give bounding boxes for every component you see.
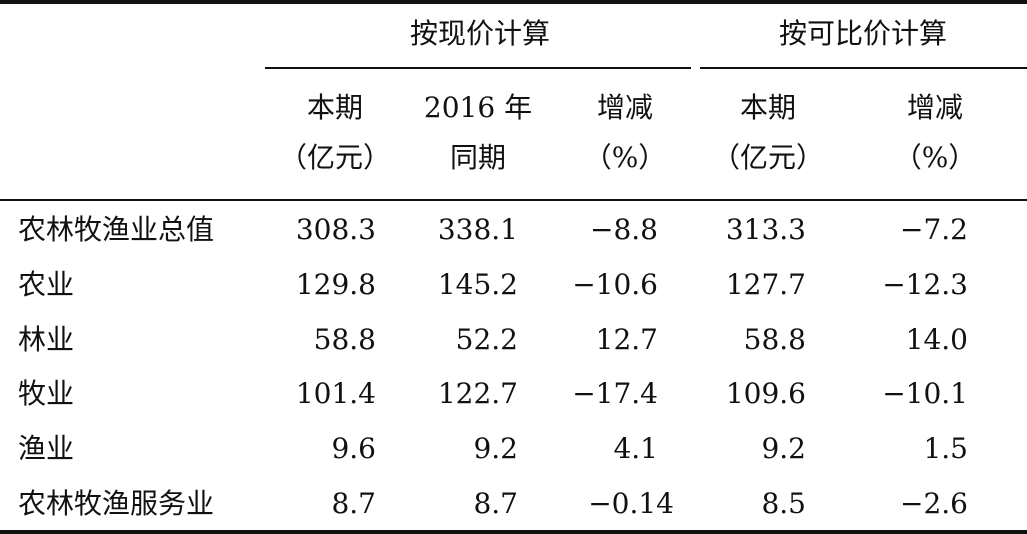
row-label: 农林牧渔服务业 bbox=[18, 487, 215, 520]
cell: 9.2 bbox=[761, 432, 806, 466]
bottom-rule bbox=[0, 530, 1027, 534]
row-label: 牧业 bbox=[18, 377, 75, 411]
cell: 145.2 bbox=[437, 267, 518, 301]
cell: 101.4 bbox=[295, 377, 376, 411]
column-header: （亿元） bbox=[711, 141, 825, 174]
column-header: 增减 bbox=[596, 91, 654, 124]
column-header: 2016 年 bbox=[423, 91, 533, 124]
row-label: 农林牧渔业总值 bbox=[18, 213, 215, 246]
group-header: 按现价计算 bbox=[409, 17, 551, 50]
cell: 313.3 bbox=[725, 213, 806, 246]
column-header: 增减 bbox=[906, 91, 964, 124]
cell: 129.8 bbox=[295, 267, 376, 301]
cell: 127.7 bbox=[725, 267, 806, 301]
cell: −8.8 bbox=[590, 213, 658, 246]
cell: −17.4 bbox=[572, 377, 658, 411]
cell: −12.3 bbox=[882, 267, 968, 301]
column-header: 同期 bbox=[449, 141, 507, 174]
cell: 52.2 bbox=[455, 322, 518, 356]
top-rule bbox=[0, 0, 1027, 4]
cell: 8.5 bbox=[761, 487, 806, 520]
group-rule bbox=[265, 67, 691, 69]
row-label: 渔业 bbox=[18, 432, 75, 466]
cell: 1.5 bbox=[923, 432, 968, 466]
cell: 109.6 bbox=[725, 377, 806, 411]
column-header: 本期 bbox=[739, 91, 797, 124]
column-header: 本期 bbox=[306, 91, 364, 124]
row-label: 农业 bbox=[18, 267, 75, 301]
group-header: 按可比价计算 bbox=[778, 17, 948, 50]
row-label: 林业 bbox=[18, 322, 75, 356]
cell: 338.1 bbox=[437, 213, 518, 246]
cell: −2.6 bbox=[900, 487, 968, 520]
cell: −7.2 bbox=[900, 213, 968, 246]
group-rule bbox=[700, 67, 1027, 69]
cell: 9.6 bbox=[331, 432, 376, 466]
cell: 122.7 bbox=[437, 377, 518, 411]
cell: −10.6 bbox=[572, 267, 658, 301]
cell: 9.2 bbox=[473, 432, 518, 466]
column-header: （%） bbox=[583, 141, 667, 174]
cell: 308.3 bbox=[295, 213, 376, 246]
cell: −10.1 bbox=[882, 377, 968, 411]
cell: −0.14 bbox=[588, 487, 674, 520]
cell: 8.7 bbox=[473, 487, 518, 520]
column-header: （亿元） bbox=[278, 141, 392, 174]
cell: 58.8 bbox=[743, 322, 806, 356]
column-header: （%） bbox=[893, 141, 977, 174]
cell: 14.0 bbox=[905, 322, 968, 356]
cell: 4.1 bbox=[613, 432, 658, 466]
header-rule bbox=[0, 199, 1027, 201]
cell: 8.7 bbox=[331, 487, 376, 520]
cell: 12.7 bbox=[595, 322, 658, 356]
cell: 58.8 bbox=[313, 322, 376, 356]
